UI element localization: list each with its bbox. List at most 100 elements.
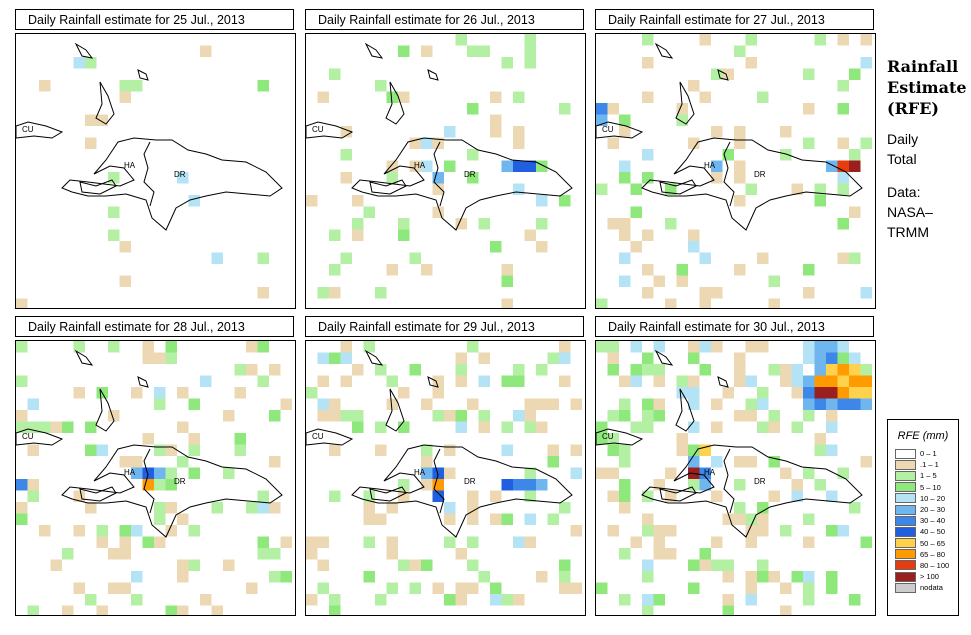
rainfall-cell bbox=[524, 421, 536, 433]
rainfall-cell bbox=[73, 341, 85, 353]
rainfall-cell bbox=[200, 594, 212, 606]
rainfall-cell bbox=[467, 341, 479, 353]
rainfall-cell bbox=[745, 183, 757, 195]
rainfall-cell bbox=[478, 421, 490, 433]
rainfall-cell bbox=[211, 252, 223, 264]
country-label-dominican_republic: DR bbox=[754, 170, 766, 179]
rainfall-cell bbox=[375, 444, 387, 456]
rainfall-cell bbox=[619, 229, 631, 241]
rainfall-cell bbox=[745, 341, 757, 353]
rainfall-cell bbox=[791, 387, 803, 399]
rainfall-cell bbox=[536, 195, 548, 207]
coastline bbox=[427, 69, 439, 81]
rainfall-cell bbox=[653, 536, 665, 548]
rainfall-cell bbox=[513, 160, 525, 172]
rainfall-cell bbox=[837, 252, 849, 264]
rainfall-cell bbox=[432, 467, 444, 479]
rainfall-cell bbox=[757, 387, 769, 399]
rainfall-map: CU HA DR bbox=[15, 340, 296, 616]
rainfall-cell bbox=[734, 172, 746, 184]
rainfall-cell bbox=[234, 444, 246, 456]
rainfall-cell bbox=[177, 421, 189, 433]
rainfall-cell bbox=[154, 502, 166, 514]
legend-label: 30 – 40 bbox=[920, 516, 946, 526]
rainfall-cell bbox=[734, 126, 746, 138]
coastline bbox=[369, 486, 407, 502]
rainfall-cell bbox=[269, 456, 281, 468]
rainfall-cell bbox=[745, 375, 757, 387]
rainfall-cell bbox=[734, 513, 746, 525]
rainfall-cell bbox=[559, 375, 571, 387]
rainfall-cell bbox=[826, 444, 838, 456]
rainfall-cell bbox=[524, 398, 536, 410]
legend-item: 65 – 80 bbox=[895, 549, 958, 560]
rainfall-cell bbox=[375, 594, 387, 606]
rainfall-cell bbox=[814, 398, 826, 410]
rainfall-cell bbox=[837, 364, 849, 376]
rainfall-cell bbox=[722, 387, 734, 399]
rainfall-cell bbox=[257, 341, 269, 353]
rainfall-cell bbox=[16, 502, 28, 514]
coastline bbox=[95, 81, 115, 125]
rainfall-cell bbox=[73, 387, 85, 399]
rainfall-cell bbox=[375, 421, 387, 433]
coastline bbox=[385, 81, 405, 125]
coastline bbox=[306, 428, 354, 446]
legend-label: nodata bbox=[920, 583, 943, 593]
rainfall-cell bbox=[269, 548, 281, 560]
rainfall-cell bbox=[467, 45, 479, 57]
coastline bbox=[137, 69, 149, 81]
legend-item: > 100 bbox=[895, 571, 958, 582]
rainfall-cell bbox=[768, 456, 780, 468]
rainfall-cell bbox=[837, 341, 849, 353]
rainfall-cell bbox=[467, 490, 479, 502]
rainfall-cell bbox=[490, 594, 502, 606]
rainfall-cell bbox=[85, 594, 97, 606]
rainfall-cell bbox=[478, 218, 490, 230]
rainfall-cell bbox=[734, 502, 746, 514]
rainfall-cell bbox=[513, 594, 525, 606]
rainfall-cell bbox=[630, 241, 642, 253]
rainfall-cell bbox=[860, 57, 872, 69]
rainfall-cell bbox=[536, 398, 548, 410]
rainfall-cell bbox=[849, 252, 861, 264]
country-border bbox=[433, 448, 445, 514]
rainfall-cell bbox=[154, 479, 166, 491]
rainfall-cell bbox=[513, 479, 525, 491]
legend-label: 80 – 100 bbox=[920, 560, 950, 570]
rainfall-cell bbox=[386, 582, 398, 594]
rainfall-cell bbox=[607, 137, 619, 149]
rainfall-cell bbox=[280, 536, 292, 548]
rainfall-cell bbox=[432, 387, 444, 399]
coastline bbox=[61, 444, 283, 538]
rainfall-cell bbox=[826, 364, 838, 376]
rainfall-map: CU HA DR bbox=[305, 340, 586, 616]
coastline bbox=[675, 388, 695, 432]
rainfall-cell bbox=[630, 206, 642, 218]
panel-title: Daily Rainfall estimate for 29 Jul., 201… bbox=[305, 316, 584, 337]
rainfall-cell bbox=[803, 287, 815, 299]
rainfall-cell bbox=[665, 298, 677, 308]
rainfall-cell bbox=[142, 341, 154, 353]
rainfall-cell bbox=[329, 490, 341, 502]
rainfall-cell bbox=[375, 287, 387, 299]
rainfall-cell bbox=[642, 264, 654, 276]
rainfall-cell bbox=[269, 571, 281, 583]
rainfall-cell bbox=[653, 410, 665, 422]
coastline bbox=[654, 349, 674, 366]
rainfall-cell bbox=[676, 444, 688, 456]
rainfall-cell bbox=[826, 421, 838, 433]
rainfall-cell bbox=[421, 160, 433, 172]
rainfall-cell bbox=[490, 91, 502, 103]
legend-item: 1 – 5 bbox=[895, 470, 958, 481]
rainfall-cell bbox=[536, 479, 548, 491]
rainfall-cell bbox=[653, 548, 665, 560]
rainfall-cell bbox=[165, 525, 177, 537]
rainfall-cell bbox=[619, 218, 631, 230]
rainfall-cell bbox=[757, 252, 769, 264]
rainfall-cell bbox=[837, 525, 849, 537]
sidebar-title-line2: Estimate bbox=[887, 78, 967, 97]
rainfall-cell bbox=[559, 502, 571, 514]
rainfall-cell bbox=[444, 502, 456, 514]
